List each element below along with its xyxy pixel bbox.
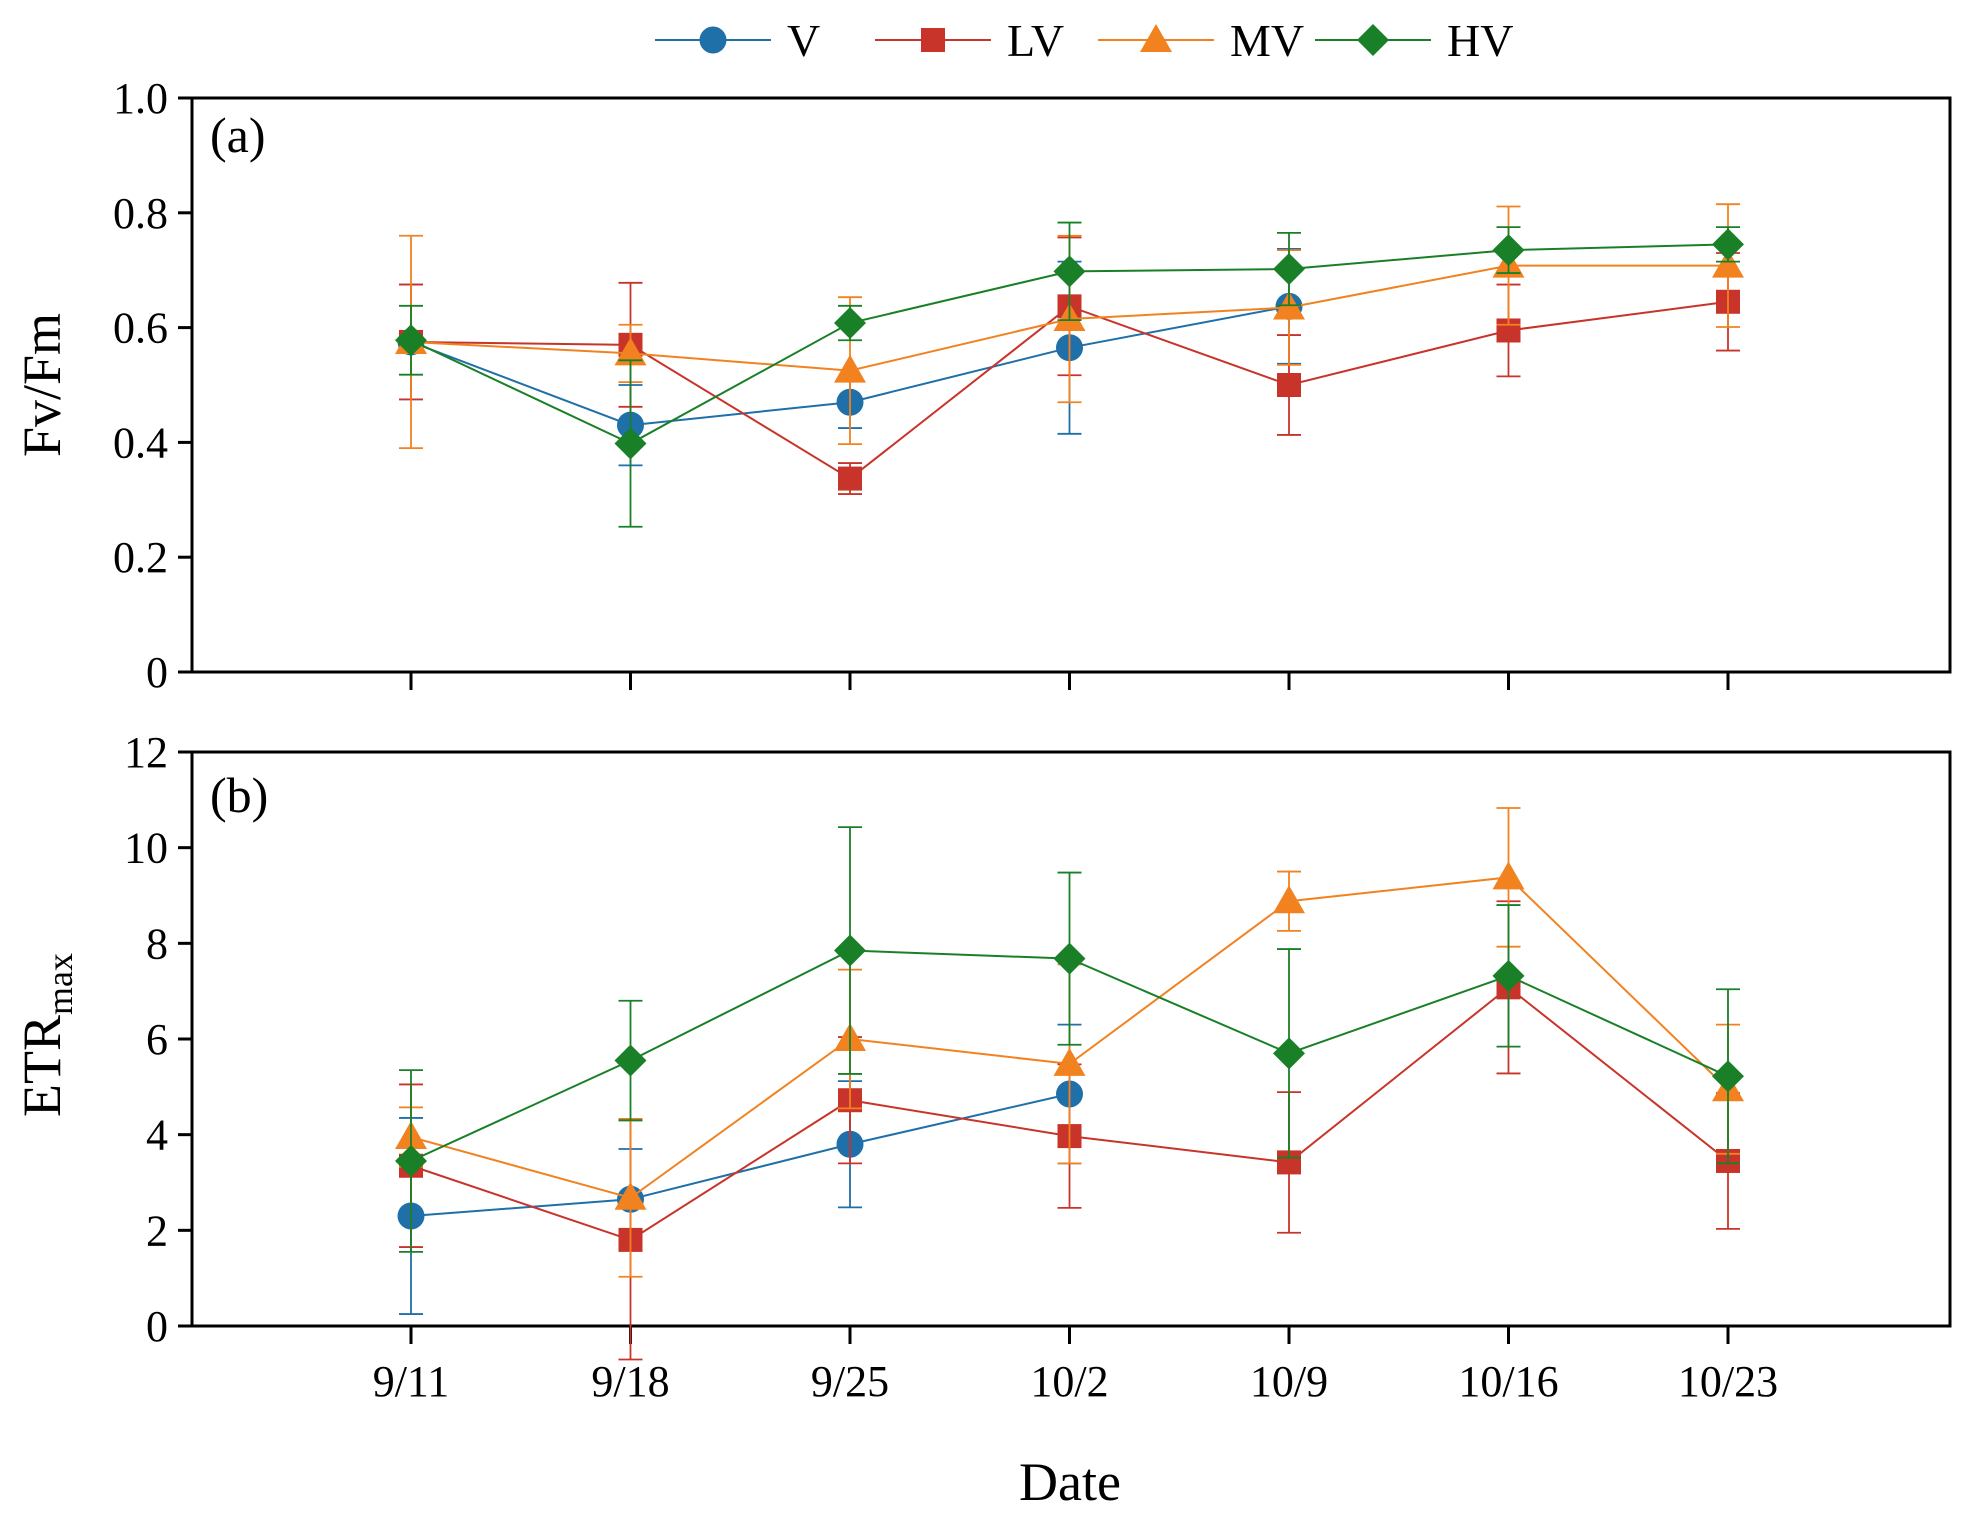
panel-b-y-tick-label: 12	[124, 728, 168, 777]
x-axis-title: Date	[1019, 1452, 1121, 1512]
panel-a-point-HV-10/23	[1712, 228, 1744, 261]
panel-a-y-tick-label: 0.6	[113, 304, 168, 353]
panel-b-y-tick-label: 4	[146, 1111, 168, 1160]
x-tick-label-9/25: 9/25	[811, 1357, 889, 1406]
legend-entry-MV: MV	[1098, 15, 1304, 66]
panel-b-point-MV-10/2	[1053, 1047, 1086, 1076]
legend-entry-LV: LV	[875, 15, 1064, 66]
panel-b-point-MV-10/16	[1492, 861, 1525, 890]
legend-marker-LV	[921, 28, 945, 52]
panel-b-label: (b)	[210, 767, 268, 823]
panel-a-y-axis-title: Fv/Fm	[12, 313, 72, 457]
panel-a-point-HV-9/18	[614, 427, 647, 460]
x-tick-label-10/23: 10/23	[1678, 1357, 1778, 1406]
legend-marker-V	[699, 26, 727, 54]
legend-entry-HV: HV	[1315, 15, 1513, 66]
panel-b-y-tick-label: 10	[124, 824, 168, 873]
panel-a-plot-area: 0 0.2 0.4 0.6 0.8 1.0	[113, 74, 1952, 697]
panel-b-point-MV-10/9	[1273, 885, 1305, 914]
x-tick-label-10/16: 10/16	[1458, 1357, 1558, 1406]
panel-b-y-tick-label: 0	[146, 1302, 168, 1351]
panel-a-point-HV-10/16	[1492, 234, 1525, 267]
panel-a-point-HV-10/9	[1273, 253, 1305, 286]
panel-b-point-HV-10/2	[1053, 942, 1086, 975]
panel-b-y-tick-label: 6	[146, 1015, 168, 1064]
panel-b-point-HV-9/25	[834, 934, 866, 967]
panel-b-point-HV-10/16	[1492, 959, 1525, 992]
panel-a-point-MV-10/23	[1712, 249, 1744, 278]
panel-b-point-MV-9/18	[614, 1181, 647, 1210]
panel-b-frame	[190, 750, 1952, 1328]
panel-b-y-axis-title: ETRmax	[12, 953, 80, 1117]
panel-b-series-HV	[395, 826, 1744, 1253]
x-tick-label-10/9: 10/9	[1250, 1357, 1328, 1406]
legend-label-LV: LV	[1007, 15, 1064, 66]
legend-entry-V: V	[655, 15, 820, 66]
legend-marker-HV	[1357, 24, 1389, 56]
legend-label-HV: HV	[1447, 15, 1513, 66]
panel-a-point-HV-9/25	[834, 307, 866, 340]
panel-b-point-HV-10/23	[1712, 1060, 1744, 1093]
panel-a-y-tick-label: 0.8	[113, 189, 168, 238]
panel-a-point-MV-9/25	[834, 354, 866, 383]
panel-a-y-tick-label: 0	[146, 648, 168, 697]
panel-b-point-HV-9/11	[395, 1144, 427, 1177]
panel-a-series-HV	[395, 221, 1744, 528]
panel-a-frame	[190, 96, 1952, 674]
legend: V LV MV HV	[655, 15, 1513, 66]
panel-b-line-V	[410, 1093, 1070, 1217]
panel-a-point-HV-9/11	[395, 324, 427, 357]
panel-a-point-MV-9/18	[614, 337, 647, 366]
panel-a-fvfm: 0 0.2 0.4 0.6 0.8 1.0 (a) Fv/Fm	[12, 74, 1952, 697]
panel-a-y-tick-label: 0.2	[113, 533, 168, 582]
x-tick-label-9/18: 9/18	[591, 1357, 669, 1406]
panel-b-y-axis-title-main: ETR	[12, 1015, 72, 1117]
panel-b-y-tick-label: 2	[146, 1206, 168, 1255]
panel-b-point-HV-10/9	[1273, 1037, 1305, 1070]
panel-a-point-LV-10/9	[1277, 373, 1301, 397]
panel-b-point-HV-9/18	[614, 1044, 647, 1077]
x-tick-label-9/11: 9/11	[373, 1357, 450, 1406]
panel-a-y-tick-label: 1.0	[113, 74, 168, 123]
legend-marker-MV	[1140, 24, 1172, 52]
panel-b-y-axis-title-subscript: max	[40, 953, 80, 1015]
legend-label-MV: MV	[1230, 15, 1304, 66]
panel-a-label: (a)	[210, 107, 266, 163]
panel-a-y-tick-label: 0.4	[113, 418, 168, 467]
panel-b-plot-area: 0 2 4 6 8 10 12 9/11 9/18 9/25 10/2 10/9 10/16 10/23	[124, 728, 1952, 1406]
panel-a-point-LV-9/25	[838, 466, 862, 491]
legend-label-V: V	[787, 15, 820, 66]
panel-a-point-HV-10/2	[1053, 255, 1086, 288]
panel-b-y-tick-label: 8	[146, 919, 168, 968]
x-tick-label-10/2: 10/2	[1030, 1357, 1108, 1406]
